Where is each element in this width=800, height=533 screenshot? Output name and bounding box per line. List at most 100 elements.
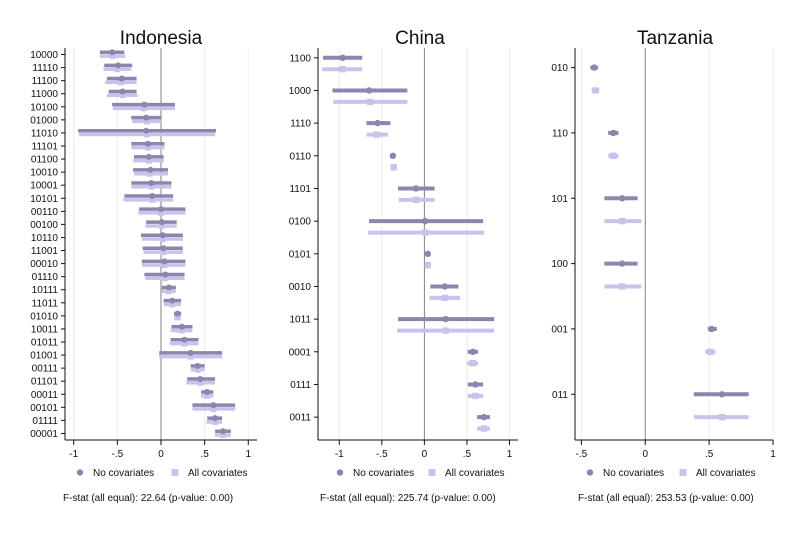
point-all-covariates [146, 170, 153, 177]
y-tick-label: 1110 [290, 119, 311, 130]
y-tick-label: 0101 [289, 249, 312, 260]
point-no-covariates [187, 349, 194, 356]
y-tick-label: 1100 [289, 53, 311, 64]
y-tick-label: 101 [551, 194, 568, 205]
point-all-covariates [212, 418, 219, 425]
point-all-covariates [169, 301, 176, 308]
point-all-covariates [119, 92, 126, 99]
legend-label-all-covariates: All covariates [445, 468, 504, 479]
point-all-covariates [181, 340, 188, 347]
y-tick-label: 10000 [30, 50, 58, 61]
point-no-covariates [148, 179, 155, 186]
point-all-covariates [469, 360, 477, 367]
point-no-covariates [365, 87, 373, 94]
point-all-covariates [178, 327, 185, 334]
panel-china: China -1 -.5 0 .5 1 1100 1000 1110 0110 1101 0100 01… [289, 28, 518, 504]
x-tick-label: -1 [335, 449, 344, 460]
y-tick-label: 11110 [32, 63, 58, 74]
y-tick-label: 011 [552, 390, 568, 401]
legend-label-no-covariates: No covariates [353, 468, 414, 479]
point-no-covariates [204, 389, 211, 396]
point-all-covariates [210, 405, 217, 412]
y-tick-label: 1011 [289, 315, 311, 326]
point-all-covariates [619, 217, 626, 225]
point-no-covariates [619, 260, 626, 267]
point-no-covariates [212, 415, 219, 422]
point-all-covariates [442, 327, 449, 334]
point-all-covariates [144, 118, 151, 125]
point-all-covariates [145, 157, 152, 164]
point-all-covariates [158, 209, 164, 216]
y-tick-label: 0011 [289, 413, 311, 424]
point-no-covariates [158, 219, 165, 226]
point-no-covariates [115, 62, 122, 69]
y-tick-label: 10001 [30, 181, 58, 192]
y-tick-label: 10110 [31, 233, 59, 244]
y-tick-label: 1000 [289, 86, 312, 97]
point-no-covariates [119, 88, 126, 95]
point-no-covariates [147, 166, 154, 173]
point-all-covariates [174, 314, 181, 321]
x-tick-label: -.5 [376, 449, 388, 460]
legend-label-all-covariates: All covariates [188, 468, 247, 479]
point-all-covariates [339, 66, 346, 73]
point-no-covariates [194, 362, 201, 369]
legend-marker-no-covariates [336, 469, 344, 476]
point-all-covariates [424, 262, 431, 269]
point-no-covariates [178, 323, 185, 330]
point-no-covariates [610, 129, 617, 137]
point-no-covariates [210, 402, 217, 409]
legend-marker-all-covariates [428, 469, 436, 476]
panel-indonesia: Indonesia-1 -.5 0.5 11000011110111001100010… [30, 28, 257, 504]
point-all-covariates [144, 131, 151, 138]
y-tick-label: 00101 [30, 403, 58, 414]
y-tick-label: 00010 [30, 259, 58, 270]
y-tick-label: 0100 [289, 217, 312, 228]
point-all-covariates [610, 152, 617, 159]
y-tick-label: 01010 [30, 311, 58, 322]
y-tick-label: 10011 [31, 324, 59, 335]
point-all-covariates [592, 87, 599, 94]
point-all-covariates [149, 196, 156, 203]
x-tick-label: 0 [422, 449, 428, 460]
x-tick-label: .5 [200, 449, 209, 460]
point-no-covariates [422, 217, 429, 225]
point-no-covariates [169, 297, 176, 304]
point-all-covariates [165, 288, 172, 295]
y-tick-label: 00100 [30, 220, 58, 231]
y-tick-label: 10010 [30, 168, 58, 179]
point-no-covariates [141, 101, 148, 108]
legend-label-no-covariates: No covariates [603, 468, 664, 479]
point-all-covariates [441, 294, 449, 302]
point-all-covariates [148, 183, 155, 190]
point-all-covariates [373, 131, 380, 138]
point-all-covariates [472, 392, 479, 400]
y-tick-label: 10111 [32, 285, 59, 296]
point-no-covariates [144, 140, 151, 147]
y-tick-label: 01110 [32, 272, 59, 283]
y-tick-label: 11000 [31, 89, 59, 100]
panel-title: Tanzania [637, 28, 713, 49]
legend-marker-all-covariates [171, 469, 179, 476]
y-tick-label: 0110 [289, 151, 311, 162]
y-tick-label: 100 [551, 259, 568, 270]
point-no-covariates [424, 250, 431, 257]
f-stat-note: F-stat (all equal): 253.53 (p-value: 0.0… [578, 493, 754, 504]
y-tick-label: 01001 [30, 351, 58, 362]
point-no-covariates [165, 284, 172, 291]
point-all-covariates [366, 98, 374, 106]
point-no-covariates [149, 193, 156, 200]
point-no-covariates [197, 375, 204, 382]
y-tick-label: 10100 [30, 102, 58, 113]
point-no-covariates [469, 348, 477, 355]
point-no-covariates [181, 336, 188, 343]
legend-marker-all-covariates [679, 469, 687, 476]
point-all-covariates [619, 283, 626, 290]
point-no-covariates [174, 310, 181, 317]
point-no-covariates [162, 271, 169, 278]
point-no-covariates [480, 413, 488, 421]
point-all-covariates [422, 229, 429, 236]
point-all-covariates [718, 413, 726, 421]
y-tick-label: 0001 [289, 347, 312, 358]
point-no-covariates [143, 127, 150, 134]
